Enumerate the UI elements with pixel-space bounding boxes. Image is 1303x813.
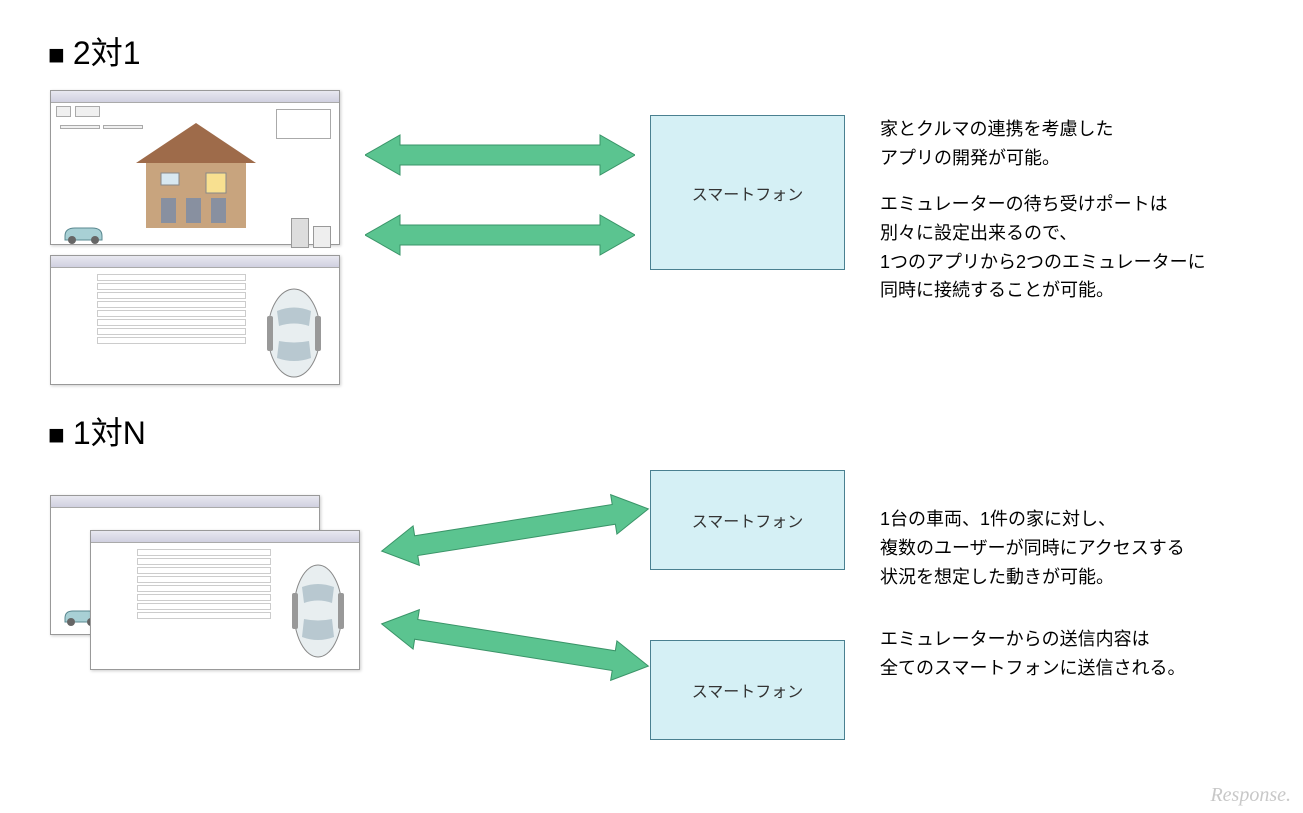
bullet-icon: ■ — [48, 39, 65, 70]
window-titlebar — [51, 91, 339, 103]
car-emulator-content — [91, 543, 359, 681]
smartphone-label: スマートフォン — [692, 678, 804, 702]
car-emulator-window-front — [90, 530, 360, 670]
small-car-icon — [57, 218, 112, 248]
window-titlebar — [51, 496, 319, 508]
section1-desc1: 家とクルマの連携を考慮した アプリの開発が可能。 — [880, 115, 1113, 173]
emu-button — [56, 106, 71, 117]
smartphone-box: スマートフォン — [650, 115, 845, 270]
section2-desc1: 1台の車両、1件の家に対し、 複数のユーザーが同時にアクセスする 状況を想定した… — [880, 505, 1185, 591]
emu-button — [75, 106, 100, 117]
appliance-icon — [291, 218, 309, 248]
car-top-icon — [259, 286, 329, 381]
house-emulator-window — [50, 90, 340, 245]
section2-title-text: 1対N — [73, 415, 146, 451]
smartphone-box-1: スマートフォン — [650, 470, 845, 570]
window-titlebar — [51, 256, 339, 268]
bullet-icon: ■ — [48, 419, 65, 450]
emu-panel — [60, 125, 100, 129]
car-top-icon — [286, 561, 351, 661]
watermark: Response. — [1210, 784, 1291, 807]
smartphone-label: スマートフォン — [692, 508, 804, 532]
section2-title: ■ 1対N — [48, 408, 146, 454]
section1-desc2: エミュレーターの待ち受けポートは 別々に設定出来るので、 1つのアプリから2つの… — [880, 190, 1206, 305]
car-emulator-content — [51, 268, 339, 396]
emu-side-panel — [276, 109, 331, 139]
window-titlebar — [91, 531, 359, 543]
bidirectional-arrow — [365, 130, 635, 180]
section2-desc2: エミュレーターからの送信内容は 全てのスマートフォンに送信される。 — [880, 625, 1185, 683]
smartphone-box-2: スマートフォン — [650, 640, 845, 740]
section1-title: ■ 2対1 — [48, 28, 141, 74]
bidirectional-arrow-diag — [380, 490, 650, 570]
bidirectional-arrow — [365, 210, 635, 260]
house-icon — [121, 118, 271, 238]
car-emulator-window — [50, 255, 340, 385]
section1-title-text: 2対1 — [73, 35, 141, 71]
smartphone-label: スマートフォン — [692, 181, 804, 205]
appliance-icon — [313, 226, 331, 248]
bidirectional-arrow-diag — [380, 605, 650, 685]
house-emulator-content — [51, 103, 339, 256]
